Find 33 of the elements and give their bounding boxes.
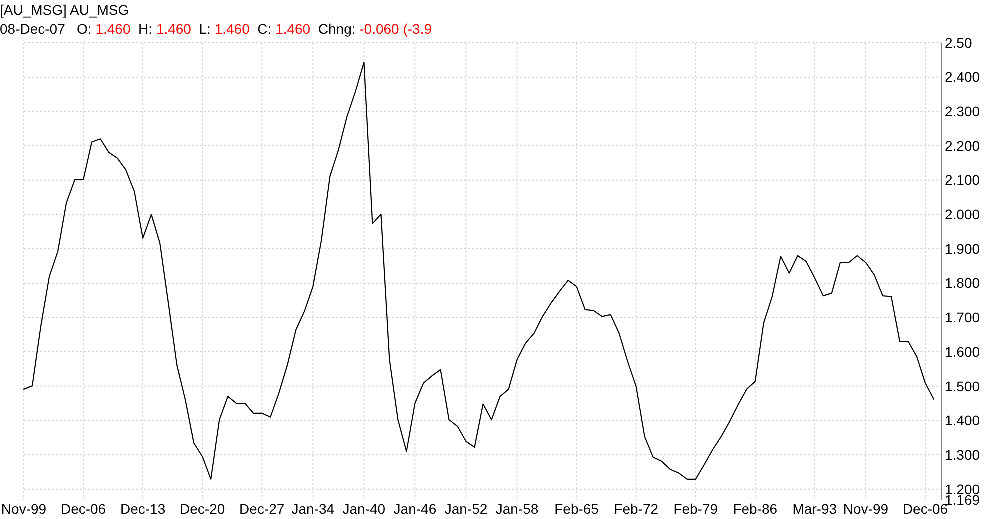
y-tick-label: 2.100 — [945, 172, 980, 188]
x-tick-label: Dec-13 — [120, 501, 166, 517]
x-tick-label: Dec-06 — [902, 501, 948, 517]
text: 08-Dec-07 O: 1.460 H: 1.460 L: 1.460 C: 1.460 Chng: -0.060 (-3.9 — [0, 21, 432, 37]
y-tick-label: 1.600 — [945, 344, 980, 360]
y-tick-label: 1.500 — [945, 378, 980, 394]
y-tick-label: 1.900 — [945, 240, 980, 257]
x-tick-label: Nov-99 — [1, 501, 47, 517]
x-tick-label: Jan-34 — [292, 501, 335, 517]
x-tick-label: Feb-72 — [614, 501, 659, 517]
y-tick-label: 1.400 — [945, 412, 980, 429]
y-tick-label: 1.800 — [945, 275, 980, 292]
x-tick-label: Dec-20 — [180, 501, 226, 517]
y-tick-label: 2.000 — [945, 206, 980, 223]
x-tick-label: Feb-79 — [674, 501, 718, 517]
x-tick-label: Jan-52 — [444, 501, 488, 517]
chart-title: [AU_MSG] AU_MSG — [0, 2, 130, 18]
x-tick-label: Feb-65 — [554, 501, 600, 517]
x-tick-label: Dec-06 — [60, 501, 106, 517]
x-tick-label: Jan-58 — [496, 501, 539, 517]
x-tick-label: Dec-27 — [240, 501, 285, 517]
y-tick-label: 2.200 — [945, 138, 980, 154]
y-tick-label: 2.50 — [945, 34, 972, 51]
x-tick-label: Feb-86 — [733, 501, 778, 517]
x-tick-label: Jan-40 — [342, 501, 386, 517]
x-tick-label: Nov-99 — [843, 501, 889, 517]
y-tick-label: 1.300 — [945, 446, 980, 463]
x-tick-label: Jan-46 — [394, 501, 437, 517]
line-series — [23, 62, 935, 480]
x-tick-label: Mar-93 — [792, 501, 838, 517]
y-tick-label: 2.300 — [945, 104, 980, 120]
y-tick-label: 2.400 — [945, 69, 980, 86]
y-tick-label: 1.700 — [945, 310, 980, 326]
